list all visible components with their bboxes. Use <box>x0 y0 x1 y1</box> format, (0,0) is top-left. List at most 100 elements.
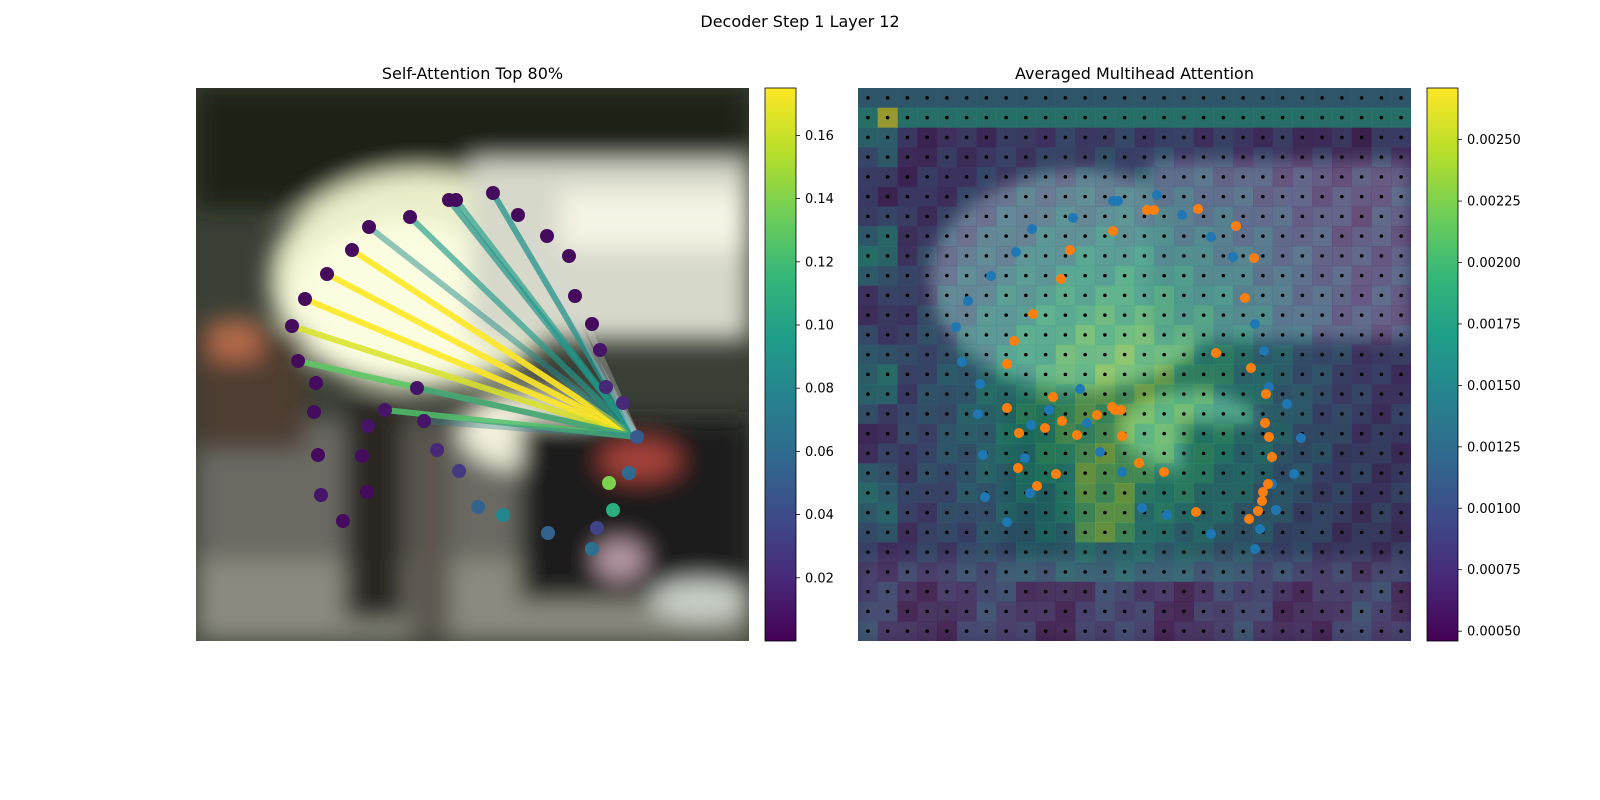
blue-point-2 <box>1113 196 1123 206</box>
grid-dot <box>1221 392 1226 396</box>
grid-dot <box>945 372 949 377</box>
grid-dot <box>1162 372 1166 377</box>
grid-dot <box>1359 273 1364 278</box>
grid-dot <box>1122 234 1127 238</box>
grid-dot <box>1043 313 1048 317</box>
blue-point-22 <box>1296 433 1306 443</box>
grid-dot <box>1162 333 1166 337</box>
grid-reference-points <box>866 96 1403 633</box>
grid-dot <box>1083 313 1087 317</box>
grid-dot <box>1320 491 1324 495</box>
grid-dot <box>984 135 989 140</box>
grid-dot <box>1201 254 1206 258</box>
orange-point-7 <box>1056 274 1066 284</box>
grid-dot <box>1359 491 1364 495</box>
blue-point-13 <box>1259 346 1269 356</box>
grid-dot <box>905 451 910 456</box>
sampling-point-33 <box>541 526 555 540</box>
grid-dot <box>945 155 949 159</box>
grid-dot <box>1122 570 1127 574</box>
blue-point-38 <box>1250 544 1260 554</box>
grid-dot <box>1063 234 1068 238</box>
grid-dot <box>1162 214 1166 219</box>
grid-dot <box>866 194 870 199</box>
grid-dot <box>1221 96 1226 100</box>
grid-dot <box>1399 214 1403 219</box>
grid-dot <box>1103 570 1107 574</box>
grid-dot <box>1261 431 1265 436</box>
grid-dot <box>1024 510 1028 515</box>
grid-dot <box>1241 135 1245 140</box>
grid-dot <box>1142 214 1147 219</box>
grid-dot <box>925 313 929 317</box>
grid-dot <box>1024 175 1028 179</box>
grid-dot <box>1043 194 1048 199</box>
orange-point-24 <box>1014 428 1024 438</box>
orange-point-26 <box>1117 431 1127 441</box>
grid-dot <box>945 392 949 396</box>
sampling-point-31 <box>471 500 485 514</box>
grid-dot <box>905 609 910 614</box>
grid-dot <box>1063 412 1068 416</box>
grid-dot <box>1359 530 1364 535</box>
sampling-point-19 <box>307 405 321 419</box>
grid-dot <box>1043 629 1048 633</box>
grid-dot <box>1024 570 1028 574</box>
grid-dot <box>1182 293 1186 298</box>
grid-dot <box>1261 451 1265 456</box>
blue-point-35 <box>1002 517 1012 527</box>
grid-dot <box>1063 530 1068 535</box>
grid-dot <box>925 234 929 238</box>
grid-dot <box>1142 234 1147 238</box>
grid-dot <box>1162 392 1166 396</box>
grid-dot <box>1043 550 1048 554</box>
grid-dot <box>885 115 890 120</box>
grid-dot <box>885 313 890 317</box>
grid-dot <box>1103 550 1107 554</box>
grid-dot <box>885 234 890 238</box>
grid-dot <box>1043 115 1048 120</box>
grid-dot <box>984 155 989 159</box>
grid-dot <box>1280 530 1285 535</box>
grid-dot <box>1379 589 1384 594</box>
blue-point-19 <box>973 409 983 419</box>
grid-dot <box>1359 234 1364 238</box>
grid-dot <box>866 550 870 554</box>
grid-dot <box>984 609 989 614</box>
grid-dot <box>905 214 910 219</box>
grid-dot <box>1399 313 1403 317</box>
sampling-point-22 <box>336 514 350 528</box>
blue-point-23 <box>1026 420 1036 430</box>
grid-dot <box>1221 451 1226 456</box>
grid-dot <box>1004 471 1008 475</box>
grid-dot <box>925 589 929 594</box>
grid-dot <box>1280 352 1285 357</box>
grid-dot <box>984 333 989 337</box>
grid-dot <box>945 431 949 436</box>
grid-dot <box>1024 530 1028 535</box>
grid-dot <box>964 333 969 337</box>
grid-dot <box>1024 214 1028 219</box>
grid-dot <box>1399 609 1403 614</box>
grid-dot <box>1162 412 1166 416</box>
grid-dot <box>1340 550 1344 554</box>
grid-dot <box>925 155 929 159</box>
grid-dot <box>984 194 989 199</box>
orange-point-36 <box>1032 481 1042 491</box>
grid-dot <box>1261 313 1265 317</box>
left-colorbar-tick-label-1: 0.04 <box>805 508 834 523</box>
grid-dot <box>1320 412 1324 416</box>
grid-dot <box>1063 471 1068 475</box>
grid-dot <box>1004 629 1008 633</box>
grid-dot <box>1162 451 1166 456</box>
grid-dot <box>1359 96 1364 100</box>
sampling-point-7 <box>599 380 613 394</box>
grid-dot <box>1340 629 1344 633</box>
grid-dot <box>964 431 969 436</box>
right-chart-title: Averaged Multihead Attention <box>1015 64 1254 83</box>
grid-dot <box>1221 609 1226 614</box>
grid-dot <box>1399 629 1403 633</box>
grid-dot <box>885 155 890 159</box>
grid-dot <box>945 589 949 594</box>
grid-dot <box>1004 273 1008 278</box>
